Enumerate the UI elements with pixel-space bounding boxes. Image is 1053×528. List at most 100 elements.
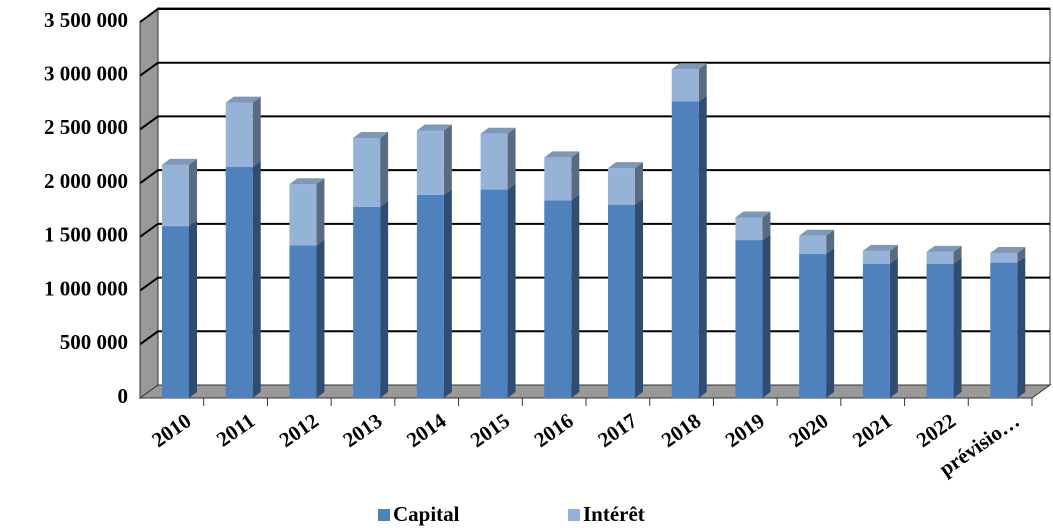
y-tick-label: 2 500 000 xyxy=(44,115,128,139)
bar xyxy=(608,204,635,398)
bar-top xyxy=(416,124,452,131)
bar-top xyxy=(289,178,325,185)
legend-swatch xyxy=(378,509,390,521)
bar-side xyxy=(762,211,771,241)
bar-top xyxy=(162,158,197,165)
legend-label: Intérêt xyxy=(583,502,645,526)
x-tick-label: 2019 xyxy=(721,408,769,452)
bar xyxy=(162,164,189,227)
bar xyxy=(671,101,699,399)
bar xyxy=(799,235,827,255)
x-tick-label: 2013 xyxy=(338,408,386,452)
bar-side xyxy=(316,239,325,398)
bar-top xyxy=(990,246,1026,253)
bar-side xyxy=(316,178,325,246)
bar xyxy=(990,252,1018,263)
bar xyxy=(289,245,317,398)
x-tick-label: 2014 xyxy=(402,408,451,452)
y-tick-label: 500 000 xyxy=(60,330,128,354)
y-tick-label: 3 000 000 xyxy=(44,62,128,86)
y-tick-label: 2 000 000 xyxy=(44,169,128,193)
bar xyxy=(544,200,572,398)
x-tick-label: 2017 xyxy=(593,408,641,452)
x-tick-label: 2016 xyxy=(530,408,578,452)
bar-side xyxy=(826,229,835,255)
bar-side xyxy=(189,220,197,398)
bar-side xyxy=(826,248,835,398)
bar-top xyxy=(544,151,580,158)
side-wall xyxy=(139,6,159,399)
bar-side xyxy=(189,158,197,227)
bar-side xyxy=(1017,246,1026,263)
bar-side xyxy=(507,183,516,398)
x-tick-label: 2015 xyxy=(466,408,514,452)
y-tick-label: 1 500 000 xyxy=(44,223,128,247)
grid-line xyxy=(139,61,1050,77)
bar xyxy=(353,206,381,398)
bar-top xyxy=(799,229,835,236)
x-tick-label: 2020 xyxy=(784,408,832,452)
bar xyxy=(608,168,635,205)
bar-side xyxy=(762,234,771,398)
bar-side xyxy=(698,95,707,399)
bar xyxy=(353,138,381,207)
bar-side xyxy=(571,151,580,201)
bar-side xyxy=(635,162,643,205)
bar xyxy=(735,217,763,241)
x-tick-label: 2012 xyxy=(275,408,323,452)
bar-side xyxy=(380,200,389,398)
y-tick-label: 0 xyxy=(118,384,129,408)
bar-top xyxy=(862,244,898,251)
x-tick-label: 2018 xyxy=(657,408,705,452)
bar xyxy=(480,133,508,190)
bar-side xyxy=(507,127,516,190)
x-tick-label: 2010 xyxy=(147,408,195,452)
bar-side xyxy=(889,244,898,264)
bar-top xyxy=(353,132,389,139)
bar xyxy=(799,254,827,398)
grid-line xyxy=(139,169,1050,184)
bar-side xyxy=(443,124,452,195)
bar-top xyxy=(480,127,516,134)
bar-side xyxy=(889,257,898,398)
bar xyxy=(416,194,444,398)
bar xyxy=(671,69,699,102)
bar xyxy=(225,167,253,398)
x-tick-label: 2021 xyxy=(848,408,896,452)
bar xyxy=(289,184,317,246)
grid-line xyxy=(139,8,1050,23)
bar-side xyxy=(252,96,261,168)
legend-label: Capital xyxy=(393,502,460,526)
x-tick-label: 2011 xyxy=(212,408,259,451)
bar-top xyxy=(735,211,771,218)
bar-side xyxy=(443,188,452,398)
bar-top xyxy=(608,162,643,169)
bar-side xyxy=(1017,256,1026,398)
x-tick-label: 2022 xyxy=(912,408,960,452)
y-tick-label: 3 500 000 xyxy=(44,8,128,32)
bar xyxy=(990,262,1018,398)
bar-side xyxy=(953,245,962,264)
bar xyxy=(225,102,253,168)
bar xyxy=(416,130,444,195)
y-tick-label: 1 000 000 xyxy=(44,276,128,300)
bar-side xyxy=(698,63,707,102)
bar-side xyxy=(571,194,580,398)
bar-side xyxy=(635,198,643,398)
legend-swatch xyxy=(568,509,580,521)
bar xyxy=(735,240,763,398)
bar xyxy=(926,251,954,264)
bar-side xyxy=(953,257,962,398)
grid-line xyxy=(139,115,1050,131)
floor xyxy=(138,384,1052,399)
bar-top xyxy=(926,245,962,252)
bar-side xyxy=(380,132,389,207)
bar xyxy=(162,226,189,398)
bar-side xyxy=(252,161,261,398)
bar-top xyxy=(671,63,707,70)
bar xyxy=(544,157,572,201)
bar xyxy=(480,189,508,398)
bar xyxy=(862,250,890,264)
bar-top xyxy=(225,96,261,103)
